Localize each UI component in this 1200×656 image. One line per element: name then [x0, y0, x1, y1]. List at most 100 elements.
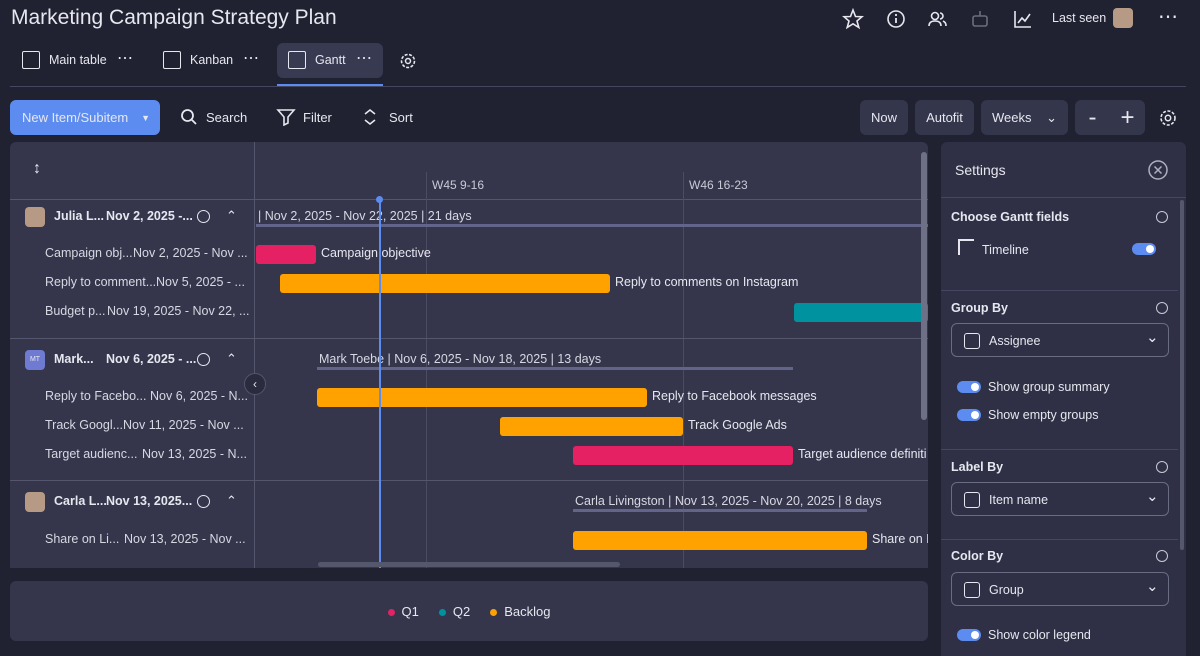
avatar: MT — [25, 350, 45, 370]
toggle[interactable] — [1132, 243, 1156, 255]
autofit-button[interactable]: Autofit — [915, 100, 974, 135]
collapse-icon[interactable]: ⌃ — [226, 208, 237, 223]
section-info[interactable] — [1156, 211, 1168, 223]
item-name: Share on Li... — [45, 532, 120, 546]
settings-scrollbar — [1180, 200, 1184, 550]
section-info[interactable] — [1156, 461, 1168, 473]
more-icon[interactable]: ⋯ — [1158, 6, 1179, 28]
new-item-button[interactable]: New Item/Subitem ▼ — [10, 100, 160, 135]
section-title: Group By — [951, 301, 1008, 315]
v-scrollbar — [921, 152, 927, 420]
tab-more[interactable]: ⋯ — [243, 50, 259, 67]
section-title: Choose Gantt fields — [951, 210, 1070, 224]
toggle[interactable] — [957, 409, 981, 421]
people-icon[interactable] — [926, 8, 948, 30]
tab[interactable]: Kanban — [190, 53, 234, 67]
group-summary-bar — [573, 509, 867, 512]
filter-button[interactable]: Filter — [303, 110, 332, 125]
tab[interactable]: Main table — [49, 53, 107, 67]
gantt-bar[interactable] — [500, 417, 683, 436]
tab-more[interactable]: ⋯ — [117, 50, 133, 67]
week-line — [426, 172, 427, 568]
settings-panel — [941, 142, 1186, 656]
select-value: Assignee — [989, 334, 1041, 348]
gantt-bar[interactable] — [573, 531, 867, 550]
toggle-label: Show color legend — [988, 628, 1091, 642]
group-dates: Nov 13, 2025... — [106, 494, 193, 508]
chevron: ⌄ — [1146, 329, 1159, 346]
active-tab-line — [277, 84, 383, 86]
new-item-label: New Item/Subitem — [22, 110, 129, 125]
search-icon — [181, 109, 197, 125]
robot-icon[interactable] — [969, 8, 991, 30]
label-by-select[interactable] — [951, 482, 1169, 516]
section-info[interactable] — [1156, 302, 1168, 314]
section-title: Label By — [951, 460, 1004, 474]
page-title: Marketing Campaign Strategy Plan — [11, 6, 337, 29]
collapse-icon[interactable]: ⌃ — [226, 351, 237, 366]
item-name: Track Googl... — [45, 418, 124, 432]
zoom-out[interactable]: - — [1088, 103, 1097, 131]
collapse-sidebar[interactable]: ‹ — [244, 373, 266, 395]
star-icon[interactable] — [842, 8, 864, 30]
legend-dot — [490, 609, 498, 616]
gantt-bar[interactable] — [256, 245, 316, 264]
collapse-icon[interactable]: ⌃ — [226, 493, 237, 508]
legend: Q1 Q2 Backlog — [10, 604, 928, 619]
search-button[interactable]: Search — [206, 110, 248, 125]
gantt-bar[interactable] — [280, 274, 610, 293]
avatar — [25, 207, 45, 227]
group-summary-bar — [256, 224, 928, 227]
item-dates: Nov 2, 2025 - Nov ... — [133, 246, 248, 260]
tab-settings-icon[interactable] — [397, 50, 419, 72]
select-icon — [964, 333, 980, 349]
toggle-label: Show group summary — [988, 380, 1110, 394]
chevron: ⌄ — [1146, 578, 1159, 595]
tab-more[interactable]: ⋯ — [356, 50, 372, 67]
today-dot — [376, 196, 383, 203]
tab-icon — [288, 51, 306, 69]
toggle[interactable] — [957, 629, 981, 641]
week-label: W46 16-23 — [689, 178, 748, 192]
group-info-icon[interactable] — [197, 210, 210, 223]
group-summary: Mark Toebe | Nov 6, 2025 - Nov 18, 2025 … — [319, 352, 602, 366]
close-icon[interactable] — [1147, 159, 1169, 181]
group-by-select[interactable] — [951, 323, 1169, 357]
tab[interactable]: Gantt — [315, 53, 346, 67]
item-name: Campaign obj... — [45, 246, 133, 260]
chart-icon[interactable] — [1012, 8, 1034, 30]
section-title: Color By — [951, 549, 1004, 563]
tab-icon — [22, 51, 40, 69]
legend-dot — [438, 609, 446, 616]
settings-icon[interactable] — [1157, 107, 1179, 129]
item-name: Reply to comment... — [45, 275, 157, 289]
info-icon[interactable] — [885, 8, 907, 30]
color-by-select[interactable] — [951, 572, 1169, 606]
legend-item: Q1 — [387, 604, 419, 619]
week-label: W45 9-16 — [432, 178, 485, 192]
last-seen: Last seen — [1052, 11, 1107, 25]
bar-label: Campaign objective — [321, 246, 431, 260]
toggle[interactable] — [957, 381, 981, 393]
bar-label: Track Google Ads — [688, 418, 787, 432]
gantt-bar[interactable] — [573, 446, 793, 465]
item-dates: Nov 5, 2025 - ... — [156, 275, 245, 289]
weeks-select[interactable]: Weeks ⌄ — [981, 100, 1068, 135]
zoom-group: - + — [1075, 100, 1145, 135]
zoom-in[interactable]: + — [1120, 103, 1135, 131]
gantt-bar[interactable] — [317, 388, 647, 407]
group-name: Carla L... — [54, 494, 107, 508]
gantt-bar[interactable] — [794, 303, 928, 322]
item-dates: Nov 13, 2025 - Nov ... — [124, 532, 246, 546]
group-info-icon[interactable] — [197, 495, 210, 508]
now-button[interactable]: Now — [860, 100, 908, 135]
sort-button[interactable]: Sort — [389, 110, 413, 125]
select-value: Group — [989, 583, 1024, 597]
section-info[interactable] — [1156, 550, 1168, 562]
timeline-icon — [958, 239, 974, 255]
group-info-icon[interactable] — [197, 353, 210, 366]
item-dates: Nov 11, 2025 - Nov ... — [123, 418, 244, 432]
legend-label: Q1 — [401, 604, 419, 619]
sort-icon — [364, 108, 376, 126]
